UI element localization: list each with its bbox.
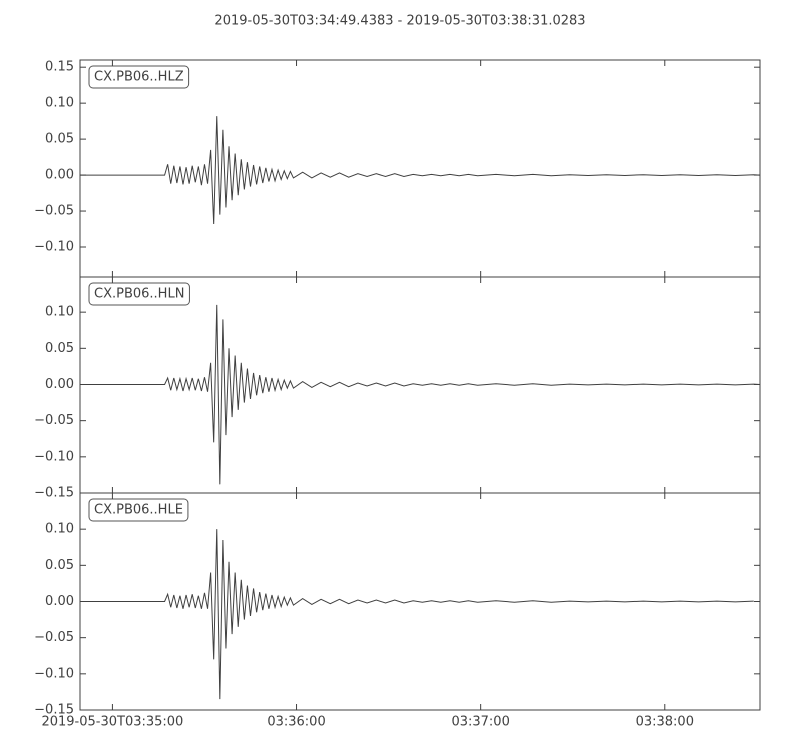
trace-label: CX.PB06..HLN — [94, 287, 184, 302]
trace-label-box — [88, 282, 190, 306]
y-tick-label: 0.10 — [45, 522, 74, 537]
y-tick-label: 0.15 — [45, 60, 74, 75]
y-tick-label: 0.10 — [45, 96, 74, 111]
y-tick-label: 0.05 — [45, 558, 74, 573]
y-tick-label: −0.15 — [34, 703, 74, 718]
y-tick-label: −0.05 — [34, 413, 74, 428]
x-tick-label: 03:36:00 — [267, 715, 325, 730]
y-tick-label: −0.05 — [34, 630, 74, 645]
y-tick-label: 0.00 — [45, 377, 74, 392]
chart-title: 2019-05-30T03:34:49.4383 - 2019-05-30T03… — [214, 14, 585, 29]
y-tick-label: −0.15 — [34, 486, 74, 501]
trace-label: CX.PB06..HLZ — [94, 70, 184, 85]
trace-label-box — [88, 65, 190, 89]
y-tick-label: −0.10 — [34, 240, 74, 255]
y-tick-label: −0.10 — [34, 449, 74, 464]
x-tick-label: 2019-05-30T03:35:00 — [41, 715, 183, 730]
y-tick-label: 0.05 — [45, 132, 74, 147]
x-tick-label: 03:38:00 — [636, 715, 694, 730]
trace-label: CX.PB06..HLE — [94, 503, 183, 518]
y-tick-label: −0.05 — [34, 204, 74, 219]
y-tick-label: 0.05 — [45, 341, 74, 356]
waveform — [80, 304, 761, 485]
y-tick-label: 0.00 — [45, 594, 74, 609]
waveform — [80, 116, 761, 225]
y-tick-label: 0.00 — [45, 168, 74, 183]
y-tick-label: 0.10 — [45, 305, 74, 320]
x-tick-label: 03:37:00 — [451, 715, 509, 730]
y-tick-label: −0.10 — [34, 666, 74, 681]
trace-label-box — [88, 498, 189, 522]
axes-frame — [79, 492, 761, 711]
waveform — [80, 529, 754, 700]
